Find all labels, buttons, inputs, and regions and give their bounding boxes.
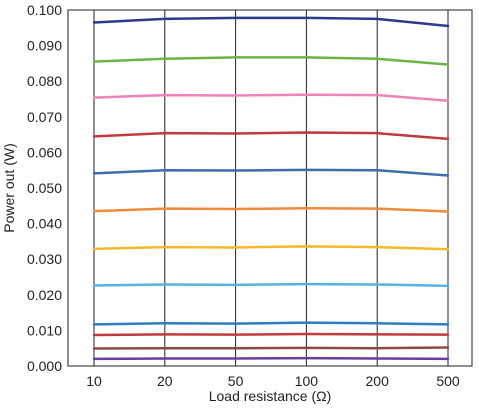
series-line bbox=[92, 282, 450, 288]
y-tick-label: 0.050 bbox=[27, 180, 62, 196]
x-tick-label: 50 bbox=[228, 373, 244, 389]
x-tick-label: 500 bbox=[436, 373, 460, 389]
series-line bbox=[92, 346, 450, 350]
series-line bbox=[92, 168, 450, 177]
series-line bbox=[92, 131, 450, 141]
series-line bbox=[92, 56, 450, 66]
x-tick-label: 10 bbox=[86, 373, 102, 389]
x-axis-ticks: 10 20 50 100 200 500 bbox=[86, 373, 460, 389]
y-tick-label: 0.080 bbox=[27, 73, 62, 89]
series-line bbox=[92, 321, 450, 326]
x-tick-label: 200 bbox=[366, 373, 390, 389]
y-tick-label: 0.020 bbox=[27, 287, 62, 303]
y-tick-label: 0.010 bbox=[27, 322, 62, 338]
y-axis-ticks: 0.000 0.010 0.020 0.030 0.040 0.050 0.060 0.070… bbox=[27, 2, 62, 374]
y-tick-label: 0.090 bbox=[27, 38, 62, 54]
grid bbox=[93, 10, 449, 366]
x-axis-title: Load resistance (Ω) bbox=[209, 388, 332, 404]
series-line bbox=[92, 332, 450, 337]
series-line bbox=[92, 356, 450, 361]
y-tick-label: 0.070 bbox=[27, 109, 62, 125]
y-tick-label: 0.100 bbox=[27, 2, 62, 18]
series-line bbox=[92, 207, 450, 213]
x-tick-label: 20 bbox=[157, 373, 173, 389]
y-axis-title: Power out (W) bbox=[1, 143, 17, 232]
y-tick-label: 0.040 bbox=[27, 216, 62, 232]
series-group bbox=[92, 16, 450, 361]
y-tick-label: 0.030 bbox=[27, 251, 62, 267]
series-line bbox=[92, 245, 450, 251]
y-tick-label: 0.060 bbox=[27, 144, 62, 160]
plot-frame bbox=[67, 9, 473, 367]
y-tick-label: 0.000 bbox=[27, 358, 62, 374]
series-line bbox=[92, 93, 450, 103]
series-line bbox=[92, 16, 450, 28]
x-tick-label: 100 bbox=[295, 373, 319, 389]
